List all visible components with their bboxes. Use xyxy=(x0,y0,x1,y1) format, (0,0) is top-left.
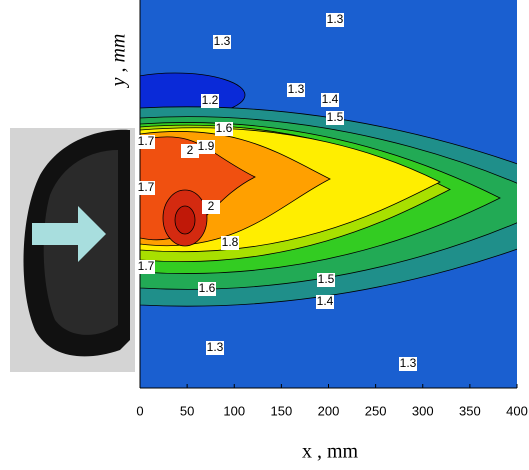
contour-label: 1.4 xyxy=(322,92,339,106)
contour-label: 1.9 xyxy=(198,139,215,153)
x-tick-label: 300 xyxy=(412,403,434,418)
contour-label: 1.8 xyxy=(222,235,239,249)
photo xyxy=(10,128,135,372)
contour-label: 1.3 xyxy=(207,340,224,354)
x-tick-label: 50 xyxy=(180,403,194,418)
contour-label: 1.5 xyxy=(327,110,344,124)
x-tick-label: 0 xyxy=(136,403,143,418)
contour-label: 1.2 xyxy=(202,93,219,107)
contour-label: 2 xyxy=(208,199,215,213)
contour-label: 1.3 xyxy=(327,12,344,26)
contour-label: 1.7 xyxy=(138,134,155,148)
contour-label: 1.3 xyxy=(400,356,417,370)
contour-label: 1.6 xyxy=(216,121,233,135)
x-tick-label: 150 xyxy=(271,403,293,418)
contour-label: 1.7 xyxy=(138,180,155,194)
contour-label: 1.3 xyxy=(214,34,231,48)
contour-field xyxy=(105,0,529,388)
x-tick-label: 400 xyxy=(506,403,528,418)
contour-label: 1.7 xyxy=(138,259,155,273)
contour-label: 1.3 xyxy=(288,82,305,96)
contour-label: 2 xyxy=(187,143,194,157)
x-tick-label: 250 xyxy=(365,403,387,418)
contour-label: 1.5 xyxy=(318,272,335,286)
chart: y , mm x , mm 0 50 100 150 200 250 300 350 400 1.… xyxy=(0,0,529,465)
contour-core xyxy=(175,206,195,234)
contour-label: 1.4 xyxy=(317,294,334,308)
y-axis-label: y , mm xyxy=(108,34,130,89)
x-tick-label: 350 xyxy=(459,403,481,418)
x-tick-label: 100 xyxy=(223,403,245,418)
contour-label: 1.6 xyxy=(199,281,216,295)
x-axis-label: x , mm xyxy=(302,441,359,463)
x-tick-label: 200 xyxy=(318,403,340,418)
